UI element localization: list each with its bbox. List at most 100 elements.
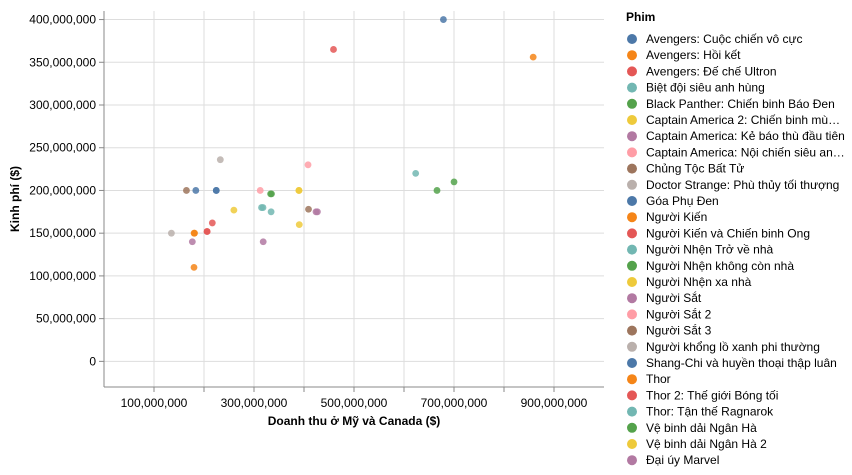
legend-symbol xyxy=(627,34,637,44)
data-point[interactable] xyxy=(212,187,220,194)
legend-item[interactable]: Avengers: Cuộc chiến vô cực xyxy=(627,32,803,46)
data-point[interactable] xyxy=(168,229,175,237)
legend-symbol xyxy=(627,196,637,206)
legend-symbol xyxy=(627,406,637,417)
legend-item[interactable]: Thor 2: Thế giới Bóng tối xyxy=(627,388,778,402)
legend-item[interactable]: Shang-Chi và huyền thoại thập luân xyxy=(627,356,837,370)
legend-item[interactable]: Người khổng lồ xanh phi thường xyxy=(627,340,820,354)
y-tick-label: 300,000,000 xyxy=(29,98,96,112)
y-axis-title: Kinh phí ($) xyxy=(8,166,22,232)
legend-item[interactable]: Vệ binh dải Ngân Hà xyxy=(627,421,757,435)
data-point[interactable] xyxy=(267,190,274,198)
data-point[interactable] xyxy=(183,187,190,194)
legend-item[interactable]: Đại úy Marvel xyxy=(627,453,719,467)
data-point[interactable] xyxy=(305,205,312,213)
legend-item[interactable]: Thor: Tận thế Ragnarok xyxy=(627,405,774,419)
data-point[interactable] xyxy=(450,178,458,186)
y-tick-label: 350,000,000 xyxy=(29,55,96,69)
legend-label: Người Nhện không còn nhà xyxy=(646,259,794,273)
legend-symbol xyxy=(627,244,637,255)
legend-item[interactable]: Góa Phụ Đen xyxy=(627,194,719,208)
legend-symbol xyxy=(627,82,637,93)
data-point[interactable] xyxy=(440,16,447,23)
data-points xyxy=(168,16,537,271)
data-point[interactable] xyxy=(203,228,211,235)
legend-item[interactable]: Thor xyxy=(627,372,671,386)
legend-label: Doctor Strange: Phù thủy tối thượng xyxy=(646,178,839,192)
legend-item[interactable]: Avengers: Hồi kết xyxy=(627,48,741,62)
data-point[interactable] xyxy=(314,208,321,216)
data-point[interactable] xyxy=(259,238,267,246)
legend-label: Captain America: Kẻ báo thù đầu tiên xyxy=(646,129,845,143)
data-point[interactable] xyxy=(529,53,537,61)
legend-item[interactable]: Chủng Tộc Bất Tử xyxy=(627,162,744,176)
data-point[interactable] xyxy=(330,46,337,53)
axes: 100,000,000 300,000,000 500,000,000 700,000… xyxy=(29,11,604,410)
legend-item[interactable]: Captain America 2: Chiến binh mù… xyxy=(627,113,840,127)
legend-item[interactable]: Người Nhện Trở về nhà xyxy=(627,243,773,257)
legend-item[interactable]: Người Sắt 3 xyxy=(627,323,712,338)
data-point[interactable] xyxy=(188,238,196,246)
legend-title: Phim xyxy=(626,10,655,24)
legend-label: Black Panther: Chiến binh Báo Đen xyxy=(646,97,835,111)
grid xyxy=(104,11,604,387)
legend-label: Vệ binh dải Ngân Hà 2 xyxy=(646,437,767,451)
data-point[interactable] xyxy=(208,219,216,227)
legend-item[interactable]: Captain America: Kẻ báo thù đầu tiên xyxy=(627,129,845,143)
legend-item[interactable]: Người Kiến và Chiến binh Ong xyxy=(627,226,810,240)
y-tick-label: 100,000,000 xyxy=(29,269,96,283)
data-point[interactable] xyxy=(216,156,224,164)
legend-symbol xyxy=(627,212,637,223)
x-tick-label: 100,000,000 xyxy=(121,396,188,410)
legend-item[interactable]: Người Nhện xa nhà xyxy=(627,275,752,289)
legend-symbol xyxy=(627,325,637,336)
legend-item[interactable]: Vệ binh dải Ngân Hà 2 xyxy=(627,437,767,451)
x-tick-label: 300,000,000 xyxy=(221,396,288,410)
legend-item[interactable]: Người Nhện không còn nhà xyxy=(627,259,794,273)
legend-label: Captain America: Nội chiến siêu an… xyxy=(646,145,845,159)
legend-symbol xyxy=(627,50,637,61)
data-point[interactable] xyxy=(190,263,198,271)
data-point[interactable] xyxy=(258,204,265,211)
legend-label: Đại úy Marvel xyxy=(646,453,719,467)
legend-symbol xyxy=(627,115,637,125)
x-tick-label: 500,000,000 xyxy=(321,396,388,410)
legend-symbol xyxy=(627,163,637,174)
y-tick-label: 150,000,000 xyxy=(29,226,96,240)
y-tick-label: 250,000,000 xyxy=(29,141,96,155)
legend-symbol xyxy=(627,422,637,433)
legend-label: Người Nhện xa nhà xyxy=(646,275,752,289)
x-tick-label: 900,000,000 xyxy=(521,396,588,410)
legend-item[interactable]: Black Panther: Chiến binh Báo Đen xyxy=(627,97,835,111)
data-point[interactable] xyxy=(295,221,303,229)
data-point[interactable] xyxy=(256,187,264,194)
legend-label: Người Kiến xyxy=(646,210,707,224)
legend-symbol xyxy=(627,358,637,368)
legend-item[interactable]: Biệt đội siêu anh hùng xyxy=(627,81,765,95)
data-point[interactable] xyxy=(191,229,198,237)
legend-label: Biệt đội siêu anh hùng xyxy=(646,81,765,95)
legend-symbol xyxy=(627,439,637,449)
legend-item[interactable]: Doctor Strange: Phù thủy tối thượng xyxy=(627,178,839,192)
legend-label: Chủng Tộc Bất Tử xyxy=(646,162,744,176)
data-point[interactable] xyxy=(304,161,312,169)
legend-item[interactable]: Người Sắt xyxy=(627,290,702,305)
legend-item[interactable]: Người Kiến xyxy=(627,210,707,224)
legend-label: Người Kiến và Chiến binh Ong xyxy=(646,226,810,240)
data-point[interactable] xyxy=(412,169,420,177)
data-point[interactable] xyxy=(295,187,303,194)
legend-item[interactable]: Captain America: Nội chiến siêu an… xyxy=(627,145,845,159)
legend-symbol xyxy=(627,228,637,239)
legend-symbol xyxy=(627,390,637,401)
legend-item[interactable]: Avengers: Đế chế Ultron xyxy=(627,64,777,78)
legend-item[interactable]: Người Sắt 2 xyxy=(627,306,712,321)
data-point[interactable] xyxy=(192,187,200,194)
legend-symbol xyxy=(627,293,637,304)
y-tick-label: 400,000,000 xyxy=(29,13,96,27)
legend-label: Avengers: Đế chế Ultron xyxy=(646,64,777,78)
data-point[interactable] xyxy=(267,208,275,216)
data-point[interactable] xyxy=(230,206,238,214)
data-point[interactable] xyxy=(433,187,441,194)
legend-label: Thor: Tận thế Ragnarok xyxy=(646,405,774,419)
